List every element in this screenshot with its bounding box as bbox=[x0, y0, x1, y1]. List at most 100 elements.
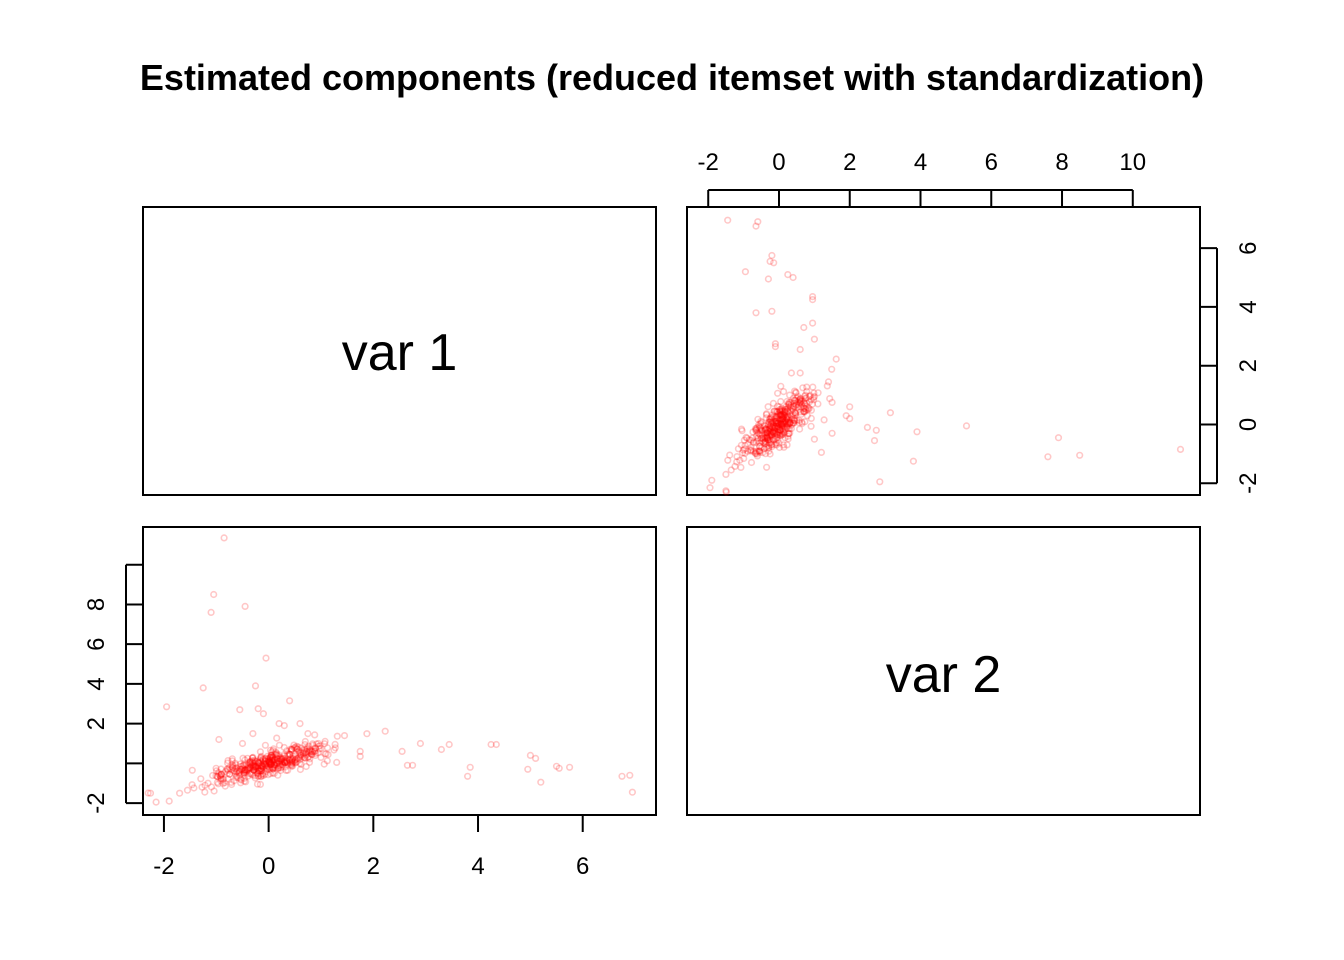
data-point bbox=[278, 754, 287, 763]
data-point bbox=[261, 760, 270, 769]
data-point bbox=[770, 415, 779, 423]
data-point bbox=[286, 758, 295, 766]
data-point bbox=[304, 753, 312, 762]
data-point bbox=[216, 772, 224, 780]
data-point bbox=[293, 754, 301, 763]
data-point bbox=[288, 745, 296, 753]
data-point bbox=[266, 754, 274, 762]
data-point bbox=[257, 753, 265, 762]
data-point bbox=[913, 428, 921, 436]
diagonal-label-var1: var 1 bbox=[342, 324, 458, 382]
data-point bbox=[800, 408, 809, 416]
data-point bbox=[808, 319, 817, 327]
data-point bbox=[778, 404, 786, 413]
data-point bbox=[289, 752, 297, 761]
data-point bbox=[797, 403, 805, 412]
data-point bbox=[782, 403, 790, 411]
data-point bbox=[763, 426, 771, 434]
data-point bbox=[781, 434, 789, 442]
data-point bbox=[250, 766, 258, 774]
data-point bbox=[437, 745, 446, 754]
data-point bbox=[767, 428, 775, 437]
data-point bbox=[768, 424, 777, 432]
data-point bbox=[308, 750, 316, 759]
data-point bbox=[706, 484, 714, 492]
data-point bbox=[777, 422, 786, 430]
data-point bbox=[190, 784, 198, 792]
data-point bbox=[809, 383, 817, 391]
data-point bbox=[263, 764, 271, 772]
data-point bbox=[270, 761, 279, 770]
data-point bbox=[785, 400, 793, 408]
data-point bbox=[260, 763, 268, 771]
data-point bbox=[779, 419, 788, 427]
data-point bbox=[784, 420, 792, 428]
data-point bbox=[264, 762, 272, 770]
data-point bbox=[778, 413, 786, 421]
data-point bbox=[846, 403, 854, 411]
data-point bbox=[253, 769, 261, 777]
data-point bbox=[765, 432, 773, 441]
data-point bbox=[764, 275, 773, 283]
data-point bbox=[754, 429, 763, 438]
data-point bbox=[767, 431, 775, 439]
data-point bbox=[764, 403, 772, 411]
data-point bbox=[796, 399, 804, 407]
data-point bbox=[806, 392, 815, 400]
data-point bbox=[291, 743, 299, 751]
data-point bbox=[299, 750, 307, 758]
data-point bbox=[784, 416, 792, 424]
data-point bbox=[381, 727, 389, 735]
data-point bbox=[780, 411, 789, 419]
data-point bbox=[241, 766, 249, 774]
data-point bbox=[231, 759, 239, 767]
data-point bbox=[242, 768, 250, 776]
data-point bbox=[790, 402, 798, 410]
data-point bbox=[254, 758, 263, 767]
panel-var1-diagonal bbox=[142, 206, 657, 496]
tick-label: 10 bbox=[1119, 149, 1146, 176]
data-point bbox=[270, 745, 278, 753]
data-point bbox=[768, 442, 776, 451]
data-point bbox=[795, 396, 804, 404]
bottom-x-axis: -2 0 2 4 6 bbox=[153, 814, 589, 880]
data-point bbox=[791, 408, 799, 417]
data-point bbox=[769, 429, 777, 437]
data-point bbox=[248, 754, 256, 762]
data-point bbox=[277, 763, 286, 771]
data-point bbox=[283, 759, 292, 767]
tick-label: 2 bbox=[367, 853, 380, 880]
data-point bbox=[773, 402, 782, 410]
data-point bbox=[768, 307, 776, 315]
data-point bbox=[246, 760, 254, 768]
data-point bbox=[739, 446, 748, 454]
data-point bbox=[801, 391, 810, 399]
data-point bbox=[799, 397, 808, 406]
data-point bbox=[152, 798, 160, 806]
data-point bbox=[267, 760, 275, 769]
data-point bbox=[212, 764, 220, 772]
data-point bbox=[288, 756, 296, 764]
data-point bbox=[237, 762, 245, 771]
data-point bbox=[752, 432, 761, 440]
data-point bbox=[275, 757, 283, 766]
data-point bbox=[764, 421, 773, 429]
data-point bbox=[763, 429, 772, 437]
data-point bbox=[790, 415, 799, 423]
data-point bbox=[752, 309, 760, 317]
data-point bbox=[790, 417, 799, 425]
data-point bbox=[772, 439, 780, 447]
data-point bbox=[289, 758, 297, 767]
data-point bbox=[296, 765, 305, 774]
data-point bbox=[311, 731, 319, 739]
data-point bbox=[531, 754, 540, 763]
data-point bbox=[311, 751, 319, 760]
data-point bbox=[753, 452, 762, 460]
data-point bbox=[256, 748, 265, 756]
data-point bbox=[209, 771, 217, 780]
data-point bbox=[276, 757, 284, 765]
data-point bbox=[287, 746, 296, 754]
data-point bbox=[790, 396, 799, 404]
data-point bbox=[315, 745, 323, 753]
data-point bbox=[331, 740, 339, 749]
